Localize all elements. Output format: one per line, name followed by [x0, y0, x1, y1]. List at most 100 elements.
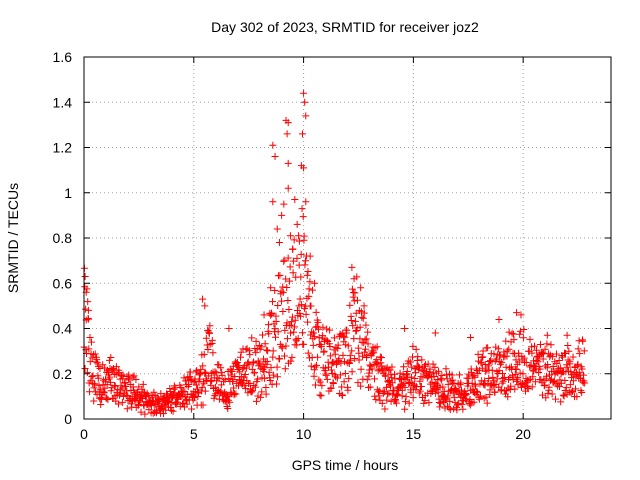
data-point — [443, 375, 451, 383]
data-point — [512, 365, 520, 373]
data-point — [559, 391, 567, 399]
data-point — [519, 334, 527, 342]
data-point — [578, 365, 586, 373]
data-point — [250, 382, 258, 390]
data-point — [522, 375, 530, 383]
data-point — [354, 296, 362, 304]
data-point — [541, 345, 549, 353]
data-point — [225, 325, 233, 332]
data-point — [497, 386, 505, 394]
data-point — [557, 379, 565, 387]
data-point — [453, 406, 461, 414]
data-point — [185, 380, 193, 388]
data-point — [533, 346, 541, 354]
data-point — [90, 397, 98, 405]
data-point — [116, 390, 124, 398]
data-point — [339, 351, 347, 359]
data-point — [305, 285, 313, 293]
data-point — [446, 397, 454, 405]
data-point — [271, 287, 279, 295]
data-point — [409, 394, 417, 402]
data-point — [327, 384, 335, 392]
data-point — [414, 353, 422, 361]
data-point — [118, 384, 126, 392]
data-point — [251, 369, 259, 377]
data-point — [484, 344, 492, 352]
data-point — [84, 315, 92, 323]
data-point — [407, 373, 415, 381]
data-point — [457, 379, 465, 387]
data-point — [118, 398, 126, 406]
data-point — [471, 382, 479, 390]
data-point — [132, 376, 140, 384]
data-point — [314, 353, 322, 361]
data-point — [226, 398, 234, 406]
data-point — [386, 382, 394, 390]
data-point — [261, 374, 269, 382]
data-point — [206, 322, 214, 330]
data-point — [348, 263, 356, 271]
data-point — [250, 358, 258, 366]
data-point — [101, 384, 109, 392]
data-point — [93, 356, 101, 364]
data-point — [473, 387, 481, 395]
data-point — [578, 388, 586, 396]
data-point — [434, 375, 442, 383]
data-point — [159, 405, 167, 413]
data-point — [384, 390, 392, 398]
data-point — [536, 365, 544, 373]
data-point — [407, 388, 415, 396]
data-point — [137, 408, 145, 416]
data-point — [283, 130, 291, 138]
data-point — [289, 257, 297, 265]
data-point — [381, 405, 389, 413]
data-point — [83, 285, 91, 293]
data-point — [251, 383, 259, 391]
data-point — [245, 361, 253, 369]
data-point — [370, 349, 378, 357]
data-point — [260, 368, 268, 376]
data-point — [388, 379, 396, 387]
data-point — [517, 383, 525, 391]
data-point — [311, 279, 319, 287]
data-point — [513, 375, 521, 383]
data-point — [401, 405, 409, 413]
data-point — [114, 400, 122, 408]
data-point — [502, 337, 510, 345]
data-point — [516, 369, 524, 377]
data-point — [569, 353, 577, 361]
data-point — [279, 307, 287, 315]
data-point — [211, 368, 219, 376]
data-point — [377, 354, 385, 362]
data-point — [490, 377, 498, 385]
data-point — [278, 211, 286, 219]
chart-title: Day 302 of 2023, SRMTID for receiver joz… — [211, 19, 479, 35]
data-point — [341, 370, 349, 378]
data-point — [293, 254, 301, 262]
data-point — [296, 295, 304, 303]
data-point — [480, 394, 488, 402]
data-point — [265, 330, 273, 338]
data-point — [224, 404, 232, 412]
data-point — [303, 271, 311, 279]
data-point — [346, 301, 354, 309]
data-point — [403, 367, 411, 375]
data-point — [337, 359, 345, 367]
data-point — [385, 389, 393, 397]
data-point — [345, 375, 353, 383]
data-point — [376, 387, 384, 395]
data-point — [526, 335, 534, 343]
data-point — [358, 313, 366, 321]
data-point — [298, 130, 306, 138]
data-point — [333, 374, 341, 382]
data-point — [362, 321, 370, 329]
data-point — [527, 361, 535, 369]
data-point — [183, 391, 191, 399]
data-point — [351, 354, 359, 362]
data-point — [400, 363, 408, 371]
data-point — [282, 275, 290, 283]
data-point — [211, 383, 219, 391]
data-point — [277, 297, 285, 305]
data-point — [356, 323, 364, 331]
